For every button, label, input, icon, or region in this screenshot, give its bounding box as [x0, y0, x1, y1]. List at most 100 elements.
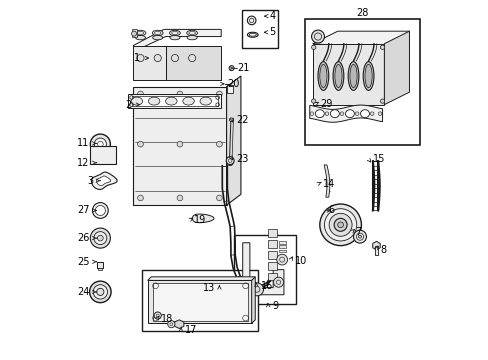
Circle shape — [177, 141, 183, 147]
Text: 9: 9 — [272, 301, 278, 311]
Text: 20: 20 — [227, 79, 240, 89]
Polygon shape — [165, 45, 221, 80]
Ellipse shape — [131, 97, 142, 105]
Circle shape — [380, 99, 384, 103]
Ellipse shape — [363, 62, 373, 90]
Ellipse shape — [247, 32, 258, 37]
Circle shape — [337, 222, 343, 228]
Circle shape — [250, 283, 263, 296]
Circle shape — [358, 235, 361, 238]
Circle shape — [177, 195, 183, 201]
Ellipse shape — [169, 30, 180, 36]
Circle shape — [167, 320, 175, 328]
Circle shape — [97, 288, 104, 296]
Circle shape — [247, 16, 255, 25]
Polygon shape — [147, 277, 255, 280]
Bar — [131, 30, 137, 37]
Circle shape — [137, 91, 143, 97]
Circle shape — [93, 285, 107, 299]
Ellipse shape — [187, 36, 197, 40]
Circle shape — [380, 45, 384, 49]
Circle shape — [229, 118, 233, 122]
Circle shape — [311, 99, 315, 103]
Circle shape — [188, 54, 195, 62]
Circle shape — [369, 112, 373, 116]
Ellipse shape — [317, 62, 328, 90]
Circle shape — [216, 91, 222, 97]
Polygon shape — [324, 165, 329, 197]
Text: 12: 12 — [77, 158, 89, 168]
Polygon shape — [147, 280, 251, 323]
Circle shape — [90, 134, 110, 154]
Ellipse shape — [152, 30, 163, 36]
Circle shape — [311, 45, 315, 49]
Circle shape — [378, 112, 381, 116]
Polygon shape — [153, 283, 247, 320]
Circle shape — [154, 312, 161, 319]
Ellipse shape — [183, 97, 194, 105]
Text: 6: 6 — [328, 206, 334, 216]
Bar — [267, 262, 276, 270]
Ellipse shape — [347, 62, 358, 90]
Polygon shape — [372, 241, 379, 250]
Polygon shape — [96, 176, 110, 185]
Polygon shape — [133, 45, 165, 80]
Ellipse shape — [165, 97, 177, 105]
Bar — [304, 19, 419, 145]
Circle shape — [131, 31, 136, 36]
Circle shape — [177, 91, 183, 97]
Circle shape — [333, 219, 346, 231]
Text: 2: 2 — [125, 100, 131, 110]
Circle shape — [89, 281, 111, 303]
Text: 19: 19 — [193, 215, 205, 225]
Text: 23: 23 — [236, 154, 248, 164]
Circle shape — [92, 203, 108, 219]
Bar — [97, 262, 103, 268]
Text: 27: 27 — [77, 206, 89, 216]
Ellipse shape — [148, 97, 160, 105]
Bar — [267, 229, 276, 237]
Polygon shape — [251, 277, 255, 323]
Text: 29: 29 — [319, 99, 331, 109]
Circle shape — [355, 112, 358, 116]
Text: 28: 28 — [356, 8, 368, 18]
Circle shape — [95, 206, 105, 216]
Ellipse shape — [319, 64, 326, 87]
Circle shape — [324, 209, 356, 241]
Ellipse shape — [135, 30, 145, 36]
Text: 18: 18 — [161, 314, 173, 324]
Text: 21: 21 — [237, 63, 249, 73]
Circle shape — [171, 54, 178, 62]
Polygon shape — [312, 44, 384, 105]
Polygon shape — [312, 31, 408, 47]
Bar — [226, 85, 233, 93]
Circle shape — [276, 254, 287, 265]
Circle shape — [137, 195, 143, 201]
Polygon shape — [128, 94, 221, 108]
Bar — [267, 273, 276, 280]
Text: 26: 26 — [77, 233, 89, 243]
Polygon shape — [174, 320, 183, 328]
Ellipse shape — [152, 36, 163, 40]
Circle shape — [325, 112, 328, 116]
Text: 15: 15 — [372, 154, 385, 164]
Circle shape — [216, 141, 222, 147]
Ellipse shape — [349, 64, 356, 87]
Bar — [267, 251, 276, 259]
Polygon shape — [131, 96, 217, 106]
Ellipse shape — [135, 36, 145, 40]
Circle shape — [328, 213, 351, 236]
Ellipse shape — [330, 110, 339, 118]
Polygon shape — [91, 172, 117, 189]
Circle shape — [137, 141, 143, 147]
Text: 3: 3 — [87, 176, 93, 186]
Text: 13: 13 — [203, 283, 215, 293]
Bar — [374, 246, 378, 255]
Circle shape — [97, 235, 103, 241]
Circle shape — [137, 54, 144, 62]
Circle shape — [309, 112, 313, 116]
Text: 8: 8 — [379, 245, 386, 255]
Bar — [278, 245, 285, 248]
Text: 14: 14 — [322, 179, 334, 189]
Ellipse shape — [364, 64, 371, 87]
